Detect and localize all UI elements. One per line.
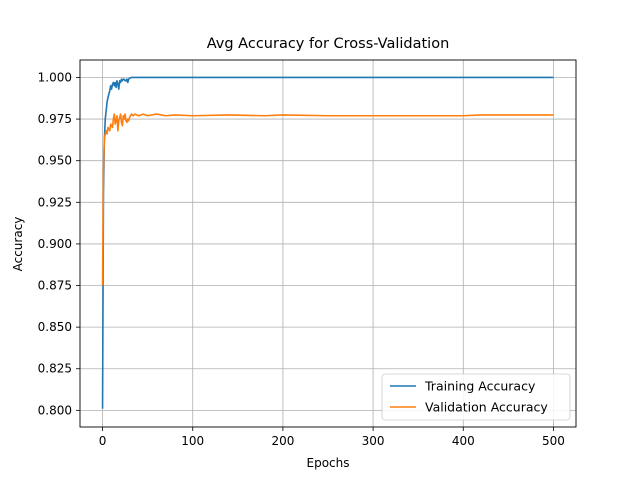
legend-box [381, 373, 571, 421]
y-tick-label-4: 0.900 [38, 237, 72, 251]
x-tick-label-2: 200 [271, 434, 294, 448]
x-tick-label-4: 400 [452, 434, 475, 448]
series-line-1 [101, 113, 554, 286]
legend-label-0: Training Accuracy [424, 379, 536, 394]
x-axis-label: Epochs [307, 456, 350, 470]
x-tick-label-3: 300 [362, 434, 385, 448]
x-tick-label-0: 0 [99, 434, 107, 448]
legend: Training Accuracy Validation Accuracy [381, 373, 571, 421]
y-tick-label-8: 1.000 [38, 70, 72, 84]
series-line-0 [101, 76, 554, 409]
y-tick-label-0: 0.800 [38, 403, 72, 417]
y-tick-label-6: 0.950 [38, 154, 72, 168]
y-tick-label-7: 0.975 [38, 112, 72, 126]
y-tick-label-5: 0.925 [38, 195, 72, 209]
y-tick-label-1: 0.825 [38, 362, 72, 376]
axes [79, 59, 577, 428]
ticks: 0 100 200 300 400 500 0.800 0.825 0.850 0.875 0.90… [38, 70, 565, 448]
x-tick-label-5: 500 [542, 434, 565, 448]
series-layer [101, 76, 554, 409]
legend-label-1: Validation Accuracy [425, 400, 548, 415]
plot-frame [79, 59, 577, 428]
chart-title: Avg Accuracy for Cross-Validation [207, 36, 450, 52]
y-axis-label: Accuracy [11, 217, 25, 272]
y-tick-label-2: 0.850 [38, 320, 72, 334]
y-tick-label-3: 0.875 [38, 279, 72, 293]
x-tick-label-1: 100 [181, 434, 204, 448]
